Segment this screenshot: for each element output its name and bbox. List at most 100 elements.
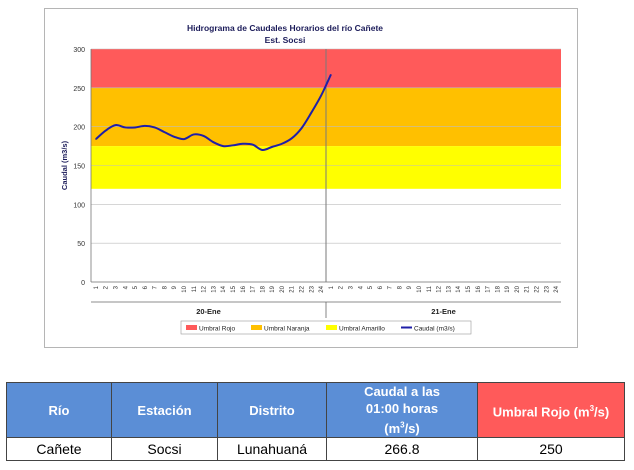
data-point xyxy=(114,124,117,126)
x-tick-label: 11 xyxy=(427,285,433,292)
data-point xyxy=(330,74,332,76)
x-tick-label: 5 xyxy=(133,285,139,289)
x-tick-label: 19 xyxy=(505,285,511,292)
legend-label: Umbral Naranja xyxy=(264,326,310,333)
x-tick-label: 8 xyxy=(397,285,403,289)
cell-caudal: 266.8 xyxy=(326,437,478,462)
x-tick-label: 4 xyxy=(123,285,129,289)
x-tick-label: 16 xyxy=(476,285,482,292)
x-tick-label: 4 xyxy=(358,285,364,289)
x-tick-label: 2 xyxy=(339,285,345,289)
x-tick-label: 6 xyxy=(143,285,149,289)
data-point xyxy=(291,137,293,139)
data-point xyxy=(124,126,126,129)
legend-swatch xyxy=(326,325,337,330)
x-tick-label: 21 xyxy=(290,285,296,292)
header-caudal-line1: Caudal a las xyxy=(364,384,440,399)
x-tick-label: 15 xyxy=(466,285,472,292)
legend-swatch xyxy=(251,325,262,330)
x-tick-label: 12 xyxy=(202,285,208,292)
y-tick-label: 300 xyxy=(73,47,85,54)
x-tick-label: 22 xyxy=(535,285,541,292)
x-tick-label: 18 xyxy=(260,285,266,292)
y-tick-label: 0 xyxy=(81,280,85,287)
y-tick-label: 250 xyxy=(73,86,85,93)
header-caudal-unit: (m3/s) xyxy=(384,421,420,437)
data-point xyxy=(242,143,244,145)
legend-label: Umbral Rojo xyxy=(199,326,236,333)
x-tick-label: 20 xyxy=(280,285,286,292)
data-point xyxy=(212,141,214,143)
day-label: 21-Ene xyxy=(431,307,456,316)
x-tick-label: 7 xyxy=(153,285,159,289)
x-tick-label: 22 xyxy=(300,285,306,292)
x-tick-label: 5 xyxy=(368,285,374,289)
x-tick-label: 24 xyxy=(319,285,325,292)
data-point xyxy=(300,127,303,129)
header-caudal-line2: 01:00 horas xyxy=(365,401,439,416)
legend-label: Caudal (m3/s) xyxy=(414,326,455,333)
x-tick-label: 10 xyxy=(182,285,188,292)
header-umbral-rojo: Umbral Rojo (m3/s) xyxy=(477,381,625,439)
data-point xyxy=(271,146,273,148)
x-tick-label: 23 xyxy=(544,285,550,292)
y-tick-label: 150 xyxy=(73,164,85,171)
header-distrito: Distrito xyxy=(217,381,327,439)
y-axis-label: Caudal (m3/s) xyxy=(60,140,69,190)
cell-umbral: 250 xyxy=(477,437,625,462)
cell-rio: Cañete xyxy=(6,437,112,462)
data-point xyxy=(193,133,195,136)
data-point xyxy=(222,145,224,147)
data-point xyxy=(154,126,156,129)
cell-distrito: Lunahuaná xyxy=(217,437,327,462)
data-point xyxy=(310,112,312,114)
x-tick-label: 9 xyxy=(172,285,178,289)
x-tick-label: 20 xyxy=(515,285,521,292)
chart-frame: Hidrograma de Caudales Horarios del río … xyxy=(44,8,578,348)
data-point xyxy=(251,143,254,146)
x-tick-label: 14 xyxy=(456,285,462,292)
table-header-row: Río Estación Distrito Caudal a las 01:00… xyxy=(6,381,625,439)
data-point xyxy=(281,143,283,145)
x-tick-label: 1 xyxy=(329,285,335,289)
x-tick-label: 9 xyxy=(407,285,413,289)
chart-title: Hidrograma de Caudales Horarios del río … xyxy=(187,23,383,33)
data-point xyxy=(163,131,166,133)
data-point xyxy=(232,144,234,146)
data-point xyxy=(203,135,205,137)
x-tick-label: 3 xyxy=(348,285,354,289)
x-tick-label: 15 xyxy=(231,285,237,292)
data-point xyxy=(261,149,263,151)
y-tick-label: 50 xyxy=(77,241,85,248)
y-tick-label: 200 xyxy=(73,125,85,132)
x-tick-label: 17 xyxy=(486,285,492,292)
x-tick-label: 16 xyxy=(241,285,247,292)
day-label: 20-Ene xyxy=(196,307,221,316)
table-row: Cañete Socsi Lunahuaná 266.8 250 xyxy=(6,437,625,462)
x-tick-label: 7 xyxy=(388,285,394,289)
data-point xyxy=(95,138,97,140)
x-tick-label: 19 xyxy=(270,285,276,292)
x-tick-label: 10 xyxy=(417,285,423,292)
chart-subtitle: Est. Socsi xyxy=(265,35,306,45)
data-point xyxy=(134,126,136,129)
x-tick-label: 13 xyxy=(446,285,452,292)
x-tick-label: 3 xyxy=(113,285,119,289)
x-tick-label: 1 xyxy=(94,285,100,289)
x-tick-label: 13 xyxy=(211,285,217,292)
data-point xyxy=(144,125,146,127)
x-tick-label: 11 xyxy=(192,285,198,292)
legend-swatch xyxy=(186,325,197,330)
x-tick-label: 2 xyxy=(104,285,110,289)
data-point xyxy=(173,136,175,138)
flow-table: Río Estación Distrito Caudal a las 01:00… xyxy=(6,381,625,462)
data-point xyxy=(320,95,322,97)
x-tick-label: 23 xyxy=(309,285,315,292)
header-estacion: Estación xyxy=(111,381,218,439)
legend-label: Umbral Amarillo xyxy=(339,326,385,333)
x-tick-label: 14 xyxy=(221,285,227,292)
header-rio: Río xyxy=(6,381,112,439)
data-point xyxy=(183,138,185,140)
cell-estacion: Socsi xyxy=(111,437,218,462)
x-tick-label: 24 xyxy=(554,285,560,292)
